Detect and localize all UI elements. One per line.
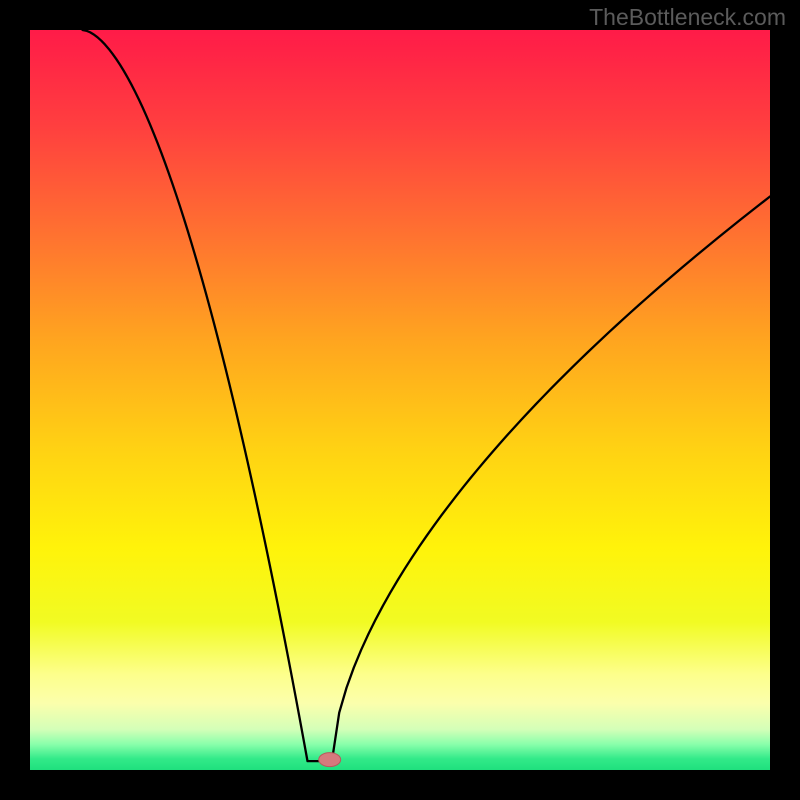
optimum-marker [319,753,341,767]
bottleneck-chart [0,0,800,800]
chart-frame: TheBottleneck.com [0,0,800,800]
watermark-label: TheBottleneck.com [589,4,786,31]
gradient-background [30,30,770,770]
